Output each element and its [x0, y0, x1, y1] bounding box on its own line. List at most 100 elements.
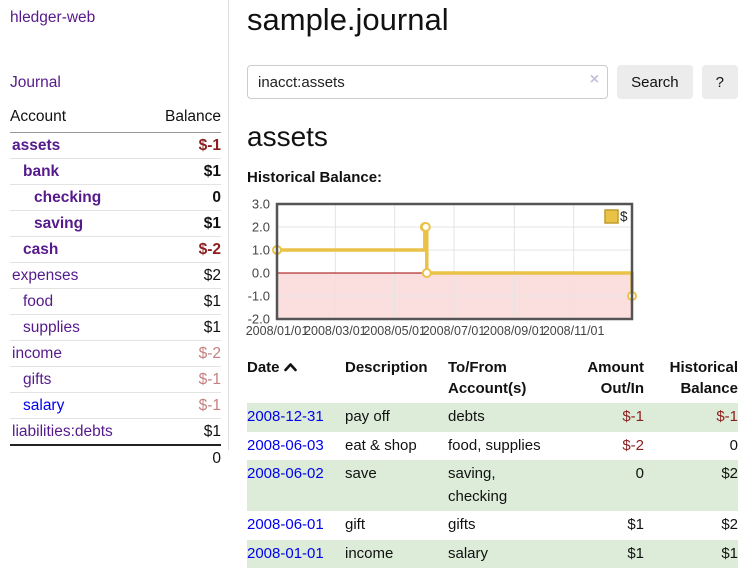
account-link[interactable]: cash	[23, 240, 59, 258]
transaction-amount: $1	[627, 544, 644, 562]
account-row: cash $-2	[10, 236, 221, 263]
register-column-header[interactable]: Historical Balance	[669, 359, 738, 397]
account-row: gifts $-1	[10, 366, 221, 393]
transaction-description: eat & shop	[345, 436, 417, 454]
account-balance: $-2	[146, 340, 221, 367]
account-row: supplies $1	[10, 314, 221, 341]
help-button[interactable]: ?	[701, 65, 738, 99]
svg-text:3.0: 3.0	[252, 197, 270, 212]
accounts-table: Account Balance assets $-1 bank $1 checking 0…	[10, 105, 221, 472]
account-link[interactable]: supplies	[23, 318, 80, 336]
register-row: 2008-06-01 gift gifts $1 $2	[247, 511, 738, 540]
svg-text:2008/07/01: 2008/07/01	[423, 324, 486, 338]
transaction-amount: $-1	[622, 408, 644, 426]
svg-text:2008/11/01: 2008/11/01	[543, 324, 605, 338]
account-row: checking 0	[10, 184, 221, 211]
transaction-balance: $2	[721, 516, 738, 534]
accounts-total-row: 0	[10, 444, 221, 472]
transaction-amount: $-2	[622, 436, 644, 454]
register-column-header[interactable]: Amount Out/In	[587, 359, 644, 397]
account-link[interactable]: gifts	[23, 370, 52, 388]
transaction-description: save	[345, 465, 377, 483]
transaction-amount: 0	[635, 465, 644, 483]
transaction-date-link[interactable]: 2008-06-03	[247, 436, 324, 454]
sort-ascending-icon	[283, 363, 297, 372]
transaction-description: gift	[345, 516, 366, 534]
register-column-header[interactable]: To/From Account(s)	[448, 359, 527, 397]
accounts-total: 0	[146, 444, 221, 472]
transaction-description: income	[345, 544, 394, 562]
account-link[interactable]: assets	[12, 136, 61, 154]
account-row: assets $-1	[10, 133, 221, 159]
account-balance: $2	[146, 262, 221, 289]
account-balance: $1	[146, 418, 221, 445]
main-content: sample.journal × Search ? assets Histori…	[246, 2, 738, 569]
sidebar: hledger-web Journal Account Balance asse…	[0, 0, 229, 472]
account-link[interactable]: income	[12, 344, 62, 362]
svg-text:2008/01/01: 2008/01/01	[246, 324, 309, 338]
account-link[interactable]: liabilities:debts	[12, 422, 113, 440]
svg-text:2.0: 2.0	[252, 220, 270, 235]
register-column-header[interactable]: Date	[247, 356, 345, 403]
transaction-balance: $2	[721, 465, 738, 483]
transaction-accounts: saving, checking	[448, 465, 508, 505]
account-link[interactable]: salary	[23, 396, 65, 414]
account-link[interactable]: food	[23, 292, 54, 310]
account-balance: $1	[146, 158, 221, 185]
account-balance: $1	[146, 288, 221, 315]
accounts-header-balance: Balance	[146, 105, 221, 133]
account-link[interactable]: bank	[23, 162, 60, 180]
svg-text:2008/05/01: 2008/05/01	[363, 324, 426, 338]
svg-text:2008/09/01: 2008/09/01	[483, 324, 546, 338]
transaction-accounts: salary	[448, 544, 489, 562]
search-box: ×	[247, 65, 609, 99]
account-balance: $-1	[198, 136, 221, 154]
account-balance: $-2	[146, 236, 221, 263]
app-title-link[interactable]: hledger-web	[10, 9, 96, 26]
account-row: salary $-1	[10, 392, 221, 419]
account-link[interactable]: checking	[34, 188, 102, 206]
transaction-accounts: debts	[448, 408, 485, 426]
transaction-balance: $-1	[716, 408, 738, 426]
account-title: assets	[247, 121, 328, 152]
svg-text:0.0: 0.0	[252, 266, 270, 281]
account-balance: $1	[146, 210, 221, 237]
page-title: sample.journal	[247, 2, 449, 37]
transaction-date-link[interactable]: 2008-12-31	[247, 408, 324, 426]
svg-text:1.0: 1.0	[252, 243, 270, 258]
svg-text:-2.0: -2.0	[248, 312, 270, 327]
account-row: saving $1	[10, 210, 221, 237]
transaction-balance: 0	[729, 436, 738, 454]
transaction-accounts: gifts	[448, 516, 476, 534]
account-row: income $-2	[10, 340, 221, 367]
search-button[interactable]: Search	[617, 65, 693, 99]
transaction-date-link[interactable]: 2008-06-01	[247, 516, 324, 534]
svg-text:$: $	[620, 209, 628, 224]
transaction-description: pay off	[345, 408, 390, 426]
svg-text:-1.0: -1.0	[248, 289, 270, 304]
account-link[interactable]: saving	[34, 214, 84, 232]
register-row: 2008-12-31 pay off debts $-1 $-1	[247, 403, 738, 432]
clear-search-icon[interactable]: ×	[589, 71, 600, 88]
register-row: 2008-06-02 save saving, checking 0 $2	[247, 460, 738, 512]
account-balance: 0	[146, 184, 221, 211]
transaction-amount: $1	[627, 516, 644, 534]
account-balance: $1	[146, 314, 221, 341]
accounts-header-account: Account	[10, 105, 147, 133]
register-column-header[interactable]: Description	[345, 359, 428, 376]
account-balance: $-1	[146, 392, 221, 419]
transaction-date-link[interactable]: 2008-06-02	[247, 465, 324, 483]
svg-text:2008/03/01: 2008/03/01	[304, 324, 367, 338]
search-bar: × Search ?	[247, 65, 738, 99]
search-input[interactable]	[247, 65, 609, 99]
transaction-date-link[interactable]: 2008-01-01	[247, 544, 324, 562]
sidebar-item-journal[interactable]: Journal	[10, 74, 61, 91]
account-row: expenses $2	[10, 262, 221, 289]
account-row: food $1	[10, 288, 221, 315]
transaction-accounts: food, supplies	[448, 436, 541, 454]
transaction-balance: $1	[721, 544, 738, 562]
account-row: bank $1	[10, 158, 221, 185]
register-table: Date Description To/From Account(s) Amount Ou…	[247, 356, 738, 569]
account-link[interactable]: expenses	[12, 266, 79, 284]
register-row: 2008-01-01 income salary $1 $1	[247, 539, 738, 569]
